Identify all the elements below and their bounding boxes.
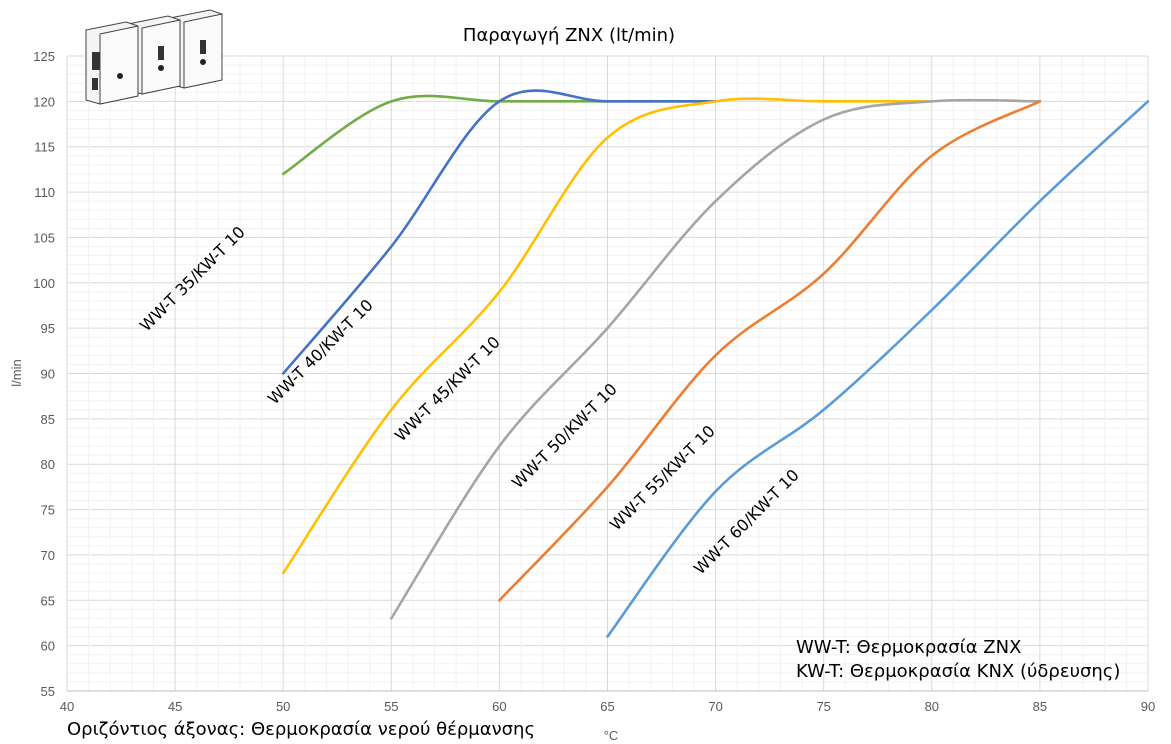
y-tick-label: 115 <box>34 140 55 155</box>
y-tick-label: 60 <box>41 639 55 654</box>
series-line-6 <box>606 100 1150 638</box>
series-label-1: WW-T 35/KW-T 10 <box>136 222 249 335</box>
y-axis-ticks: 55 60 65 70 75 80 85 90 95 100 105 110 115 120 125 <box>33 49 55 699</box>
y-tick-label: 55 <box>41 684 55 699</box>
series-line-3 <box>281 97 934 575</box>
x-tick-label: 55 <box>384 699 398 714</box>
x-tick-label: 65 <box>600 699 614 714</box>
x-tick-label: 70 <box>708 699 722 714</box>
x-tick-label: 40 <box>60 699 74 714</box>
x-axis-label: °C <box>604 728 619 743</box>
y-tick-label: 125 <box>33 49 55 64</box>
y-tick-label: 90 <box>41 367 55 382</box>
y-tick-label: 120 <box>33 94 55 109</box>
y-tick-label: 80 <box>41 457 55 472</box>
series-lines <box>281 89 1150 638</box>
x-tick-label: 85 <box>1033 699 1047 714</box>
x-axis-ticks: 40 45 50 55 60 65 70 75 80 85 90 <box>60 699 1155 714</box>
y-axis-label: l/min <box>9 359 24 386</box>
legend-note-ww-t: WW-T: Θερμοκρασία ZNX <box>796 637 1022 658</box>
y-tick-label: 65 <box>41 593 55 608</box>
y-tick-label: 100 <box>33 276 55 291</box>
x-tick-label: 60 <box>492 699 506 714</box>
y-tick-label: 85 <box>41 412 55 427</box>
series-line-2 <box>281 89 717 375</box>
y-tick-label: 70 <box>41 548 55 563</box>
series-line-4 <box>390 98 1042 620</box>
x-tick-label: 80 <box>925 699 939 714</box>
x-tick-label: 90 <box>1141 699 1155 714</box>
x-tick-label: 50 <box>276 699 290 714</box>
product-image-icon <box>85 9 223 105</box>
legend-note-kw-t: KW-T: Θερμοκρασία KNX (ύδρευσης) <box>796 661 1121 682</box>
x-tick-label: 75 <box>816 699 830 714</box>
series-line-5 <box>498 100 1042 602</box>
y-tick-label: 105 <box>33 230 55 245</box>
x-tick-label: 45 <box>168 699 182 714</box>
x-axis-description: Οριζόντιος άξονας: Θερμοκρασία νερού θέρ… <box>67 719 536 740</box>
y-tick-label: 110 <box>34 185 55 200</box>
chart-title: Παραγωγή ZNX (lt/min) <box>463 25 675 46</box>
series-label-5: WW-T 55/KW-T 10 <box>606 421 719 534</box>
y-tick-label: 95 <box>41 321 55 336</box>
grid <box>66 55 1149 692</box>
y-tick-label: 75 <box>41 503 55 518</box>
